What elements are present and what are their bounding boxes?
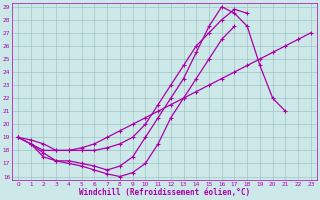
X-axis label: Windchill (Refroidissement éolien,°C): Windchill (Refroidissement éolien,°C)	[79, 188, 250, 197]
